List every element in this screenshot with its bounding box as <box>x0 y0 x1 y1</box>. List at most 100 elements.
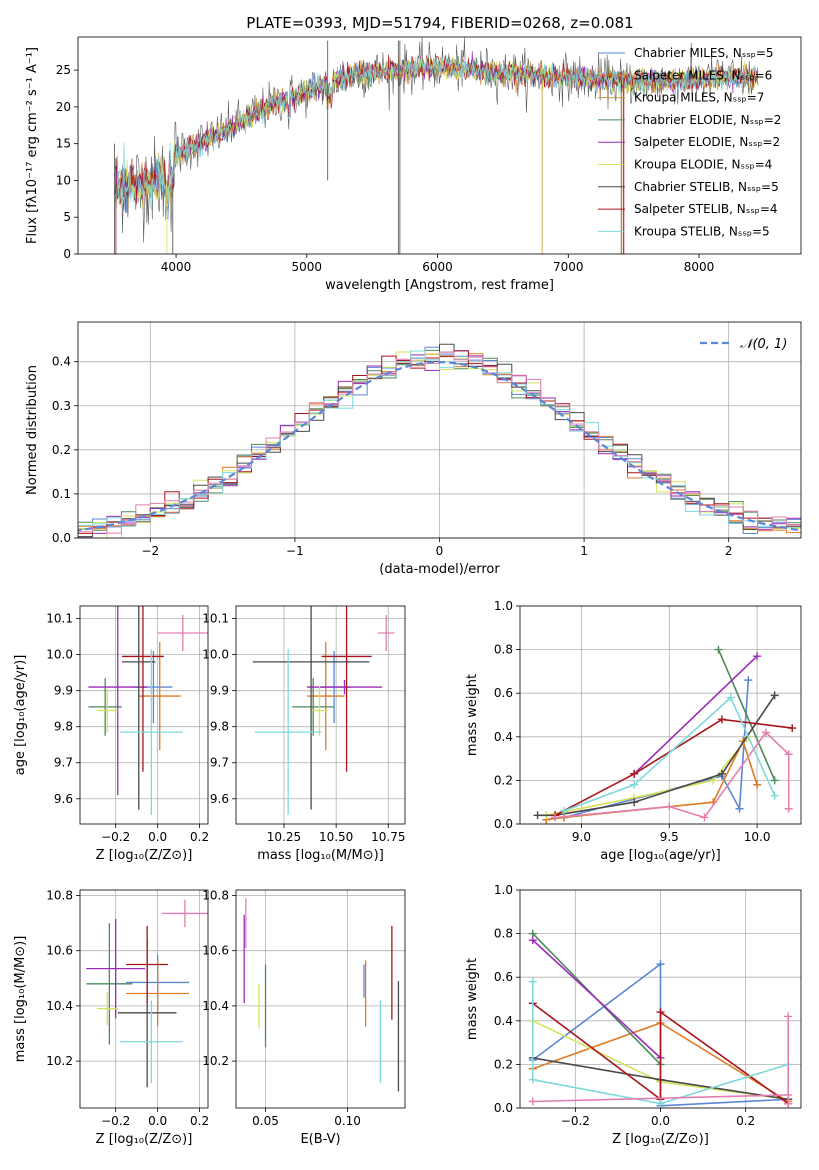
x-tick-label: −1 <box>286 544 304 558</box>
weight-marker <box>717 769 726 778</box>
weight-marker <box>744 676 753 685</box>
weight-marker <box>784 750 793 759</box>
weight-marker <box>656 1008 665 1017</box>
y-tick-label: 0.2 <box>494 1057 513 1071</box>
panel-mass_vs_ebv: 0.05 0.10 10.2 10.4 10.6 10.8 E(B-V) <box>202 889 406 1147</box>
axes-frame <box>77 36 802 255</box>
y-axis-label: mass [log₁₀(M/M⊙)] <box>13 936 28 1063</box>
y-tick-label: 5 <box>63 210 71 224</box>
data-point <box>321 606 372 772</box>
axes-frame <box>519 605 802 825</box>
legend-label: Salpeter MILES, Nₛₛₚ=6 <box>634 68 772 82</box>
legend-label: Salpeter STELIB, Nₛₛₚ=4 <box>634 202 778 216</box>
y-tick-label: 0.4 <box>494 1014 513 1028</box>
y-tick-label: 9.7 <box>210 756 229 770</box>
x-tick-label: 1 <box>580 544 588 558</box>
plot-area <box>528 929 793 1108</box>
panel-age_vs_mass: 10.25 10.50 10.75 9.6 9.7 9.8 9.9 10.0 10.1 mass … <box>202 605 406 863</box>
x-axis-label: Z [log₁₀(Z/Z⊙)] <box>96 1132 193 1147</box>
weight-marker <box>551 813 560 822</box>
x-tick-label: 10.0 <box>744 830 771 844</box>
panel-age_vs_Z: −0.2 0.0 0.2 9.6 9.7 9.8 9.9 10.0 10.1 Z [log₁₀(Z… <box>13 605 209 863</box>
weight-line <box>717 649 776 781</box>
y-tick-label: 0.6 <box>494 686 513 700</box>
weight-marker <box>714 645 723 654</box>
y-tick-label: 9.7 <box>54 756 73 770</box>
weight-marker <box>788 724 797 733</box>
plot-area <box>86 899 208 1088</box>
axes-frame <box>235 605 406 825</box>
plot-area <box>114 37 759 254</box>
y-tick-label: 10.0 <box>46 648 73 662</box>
weight-line <box>532 1002 789 1105</box>
axes-frame <box>235 889 406 1109</box>
y-tick-label: 0.0 <box>494 1101 513 1115</box>
y-tick-label: 0.2 <box>494 773 513 787</box>
weight-line <box>532 1016 790 1104</box>
y-tick-label: 10.0 <box>202 648 229 662</box>
data-point <box>126 960 190 1027</box>
weight-marker <box>784 1012 793 1021</box>
weight-marker <box>709 776 718 785</box>
weight-marker <box>726 693 735 702</box>
y-tick-label: 9.8 <box>54 720 73 734</box>
y-tick-label: 25 <box>56 63 71 77</box>
legend-label: Kroupa MILES, Nₛₛₚ=7 <box>634 91 764 105</box>
y-tick-label: 10.6 <box>202 944 229 958</box>
x-axis-label: age [log₁₀(age/yr)] <box>600 848 721 863</box>
weight-marker <box>630 798 639 807</box>
data-point <box>119 649 183 815</box>
y-tick-label: 10.8 <box>46 889 73 903</box>
x-tick-label: 0.2 <box>190 1114 209 1128</box>
x-tick-label: 0.05 <box>252 1114 279 1128</box>
y-tick-label: 1.0 <box>494 599 513 613</box>
data-point <box>254 649 322 815</box>
y-tick-label: 0.1 <box>52 487 71 501</box>
weight-marker <box>717 715 726 724</box>
data-point <box>138 642 181 751</box>
panel-residuals: −2 −1 0 1 2 0.0 0.1 0.2 0.3 0.4 (data-model)/error… <box>25 321 802 577</box>
legend-label: Chabrier ELODIE, Nₛₛₚ=2 <box>634 113 781 127</box>
x-tick-label: 0.2 <box>736 1114 755 1128</box>
weight-marker <box>533 811 542 820</box>
plot-area <box>78 343 801 538</box>
panel-weight_vs_Z: −0.2 0.0 0.2 0.0 0.2 0.4 0.6 0.8 1.0 Z [log₁₀(Z/Z… <box>465 883 802 1147</box>
y-axis-label: age [log₁₀(age/yr)] <box>13 655 28 776</box>
x-axis-label: Z [log₁₀(Z/Z⊙)] <box>96 848 193 863</box>
x-tick-label: 5000 <box>292 260 323 274</box>
y-tick-label: 10 <box>56 173 71 187</box>
data-point <box>311 685 328 736</box>
y-axis-label: Normed distribution <box>25 365 40 495</box>
data-point <box>157 615 208 652</box>
axes-frame <box>79 605 209 825</box>
x-tick-label: 7000 <box>553 260 584 274</box>
x-tick-label: 4000 <box>161 260 192 274</box>
data-point <box>86 923 133 1045</box>
y-tick-label: 10.1 <box>202 612 229 626</box>
y-tick-label: 0.0 <box>52 531 71 545</box>
data-point <box>161 899 208 928</box>
weight-marker <box>700 813 709 822</box>
weight-marker <box>528 977 537 986</box>
x-tick-label: −0.2 <box>101 830 130 844</box>
data-point <box>86 918 146 1019</box>
x-tick-label: 0.2 <box>190 830 209 844</box>
plot-area <box>252 606 395 815</box>
weight-marker <box>761 728 770 737</box>
legend-label: 𝒩(0, 1) <box>740 337 787 352</box>
x-tick-label: 0.0 <box>148 830 167 844</box>
x-tick-label: 9.5 <box>660 830 679 844</box>
legend-label: Kroupa ELODIE, Nₛₛₚ=4 <box>634 158 772 172</box>
weight-marker <box>528 1097 537 1106</box>
weight-line <box>531 981 789 1105</box>
weight-marker <box>528 1075 537 1084</box>
weight-marker <box>770 691 779 700</box>
x-tick-label: 0.0 <box>651 1114 670 1128</box>
weight-line <box>563 696 776 812</box>
y-axis-label: Flux [fλ10⁻¹⁷ erg cm⁻² s⁻¹ A⁻¹] <box>25 47 40 244</box>
y-tick-label: 0.8 <box>494 927 513 941</box>
panel-spectrum: 4000 5000 6000 7000 8000 0 5 10 15 20 25 wavelength… <box>25 36 802 293</box>
y-tick-label: 0.2 <box>52 443 71 457</box>
data-point <box>306 679 383 695</box>
